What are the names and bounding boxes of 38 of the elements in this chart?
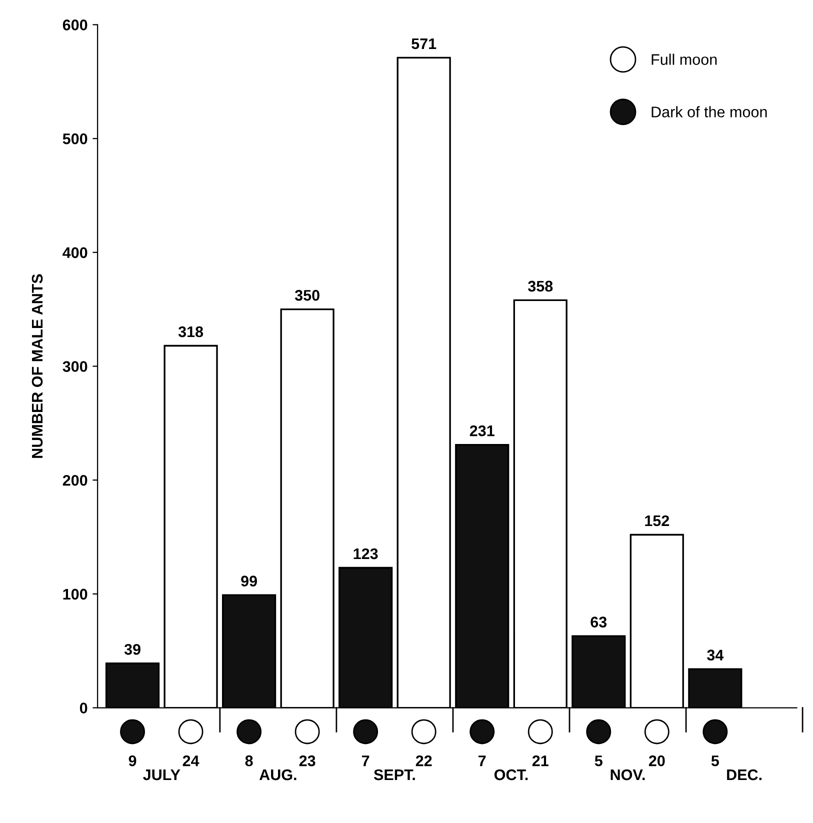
data-label: 231 [470,425,494,436]
x-tick-label: 20 [648,755,665,766]
y-tick-label: 0 [80,702,88,714]
data-label: 571 [412,38,436,50]
text: NOV. [610,769,645,780]
data-label: 350 [294,290,320,301]
x-tick-label: 5 [711,756,719,766]
text: SEPT. [374,769,415,780]
text: OCT. [494,769,528,780]
y-tick-label: 100 [63,588,88,600]
legend-label: Dark of the moon [652,106,767,118]
x-tick-label: 21 [532,755,548,766]
data-label: 34 [707,650,724,661]
y-tick-label: 400 [62,247,88,258]
x-tick-label: 9 [128,755,136,766]
data-label: 99 [241,576,257,586]
x-tick-label: 22 [416,755,432,766]
data-label: 39 [124,644,140,655]
text: AUG. [259,769,296,780]
x-tick-label: 8 [245,755,253,766]
x-tick-label: 7 [478,756,486,766]
y-tick-label: 200 [62,474,88,486]
y-tick-label: 500 [62,133,88,144]
x-tick-label: 23 [299,755,316,766]
x-tick-label: 5 [594,756,602,766]
legend-label: Full moon [652,54,717,65]
data-label: 123 [354,548,378,560]
data-label: 358 [528,280,553,292]
data-label: 318 [178,326,204,338]
y-tick-label: 300 [62,361,88,372]
y-axis-title: NUMBER OF MALE ANTS [32,274,43,458]
text: JULY [143,770,180,780]
data-label: 152 [645,515,670,526]
x-tick-label: 24 [182,755,200,766]
x-tick-label: 7 [362,756,370,766]
text: DEC. [727,769,762,780]
data-label: 63 [590,616,607,628]
y-tick-label: 600 [62,20,88,30]
